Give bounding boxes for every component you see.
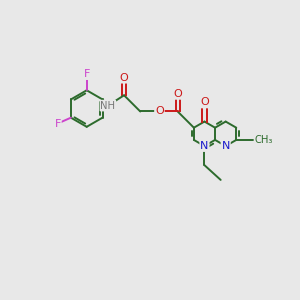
Text: O: O: [173, 89, 182, 99]
Text: O: O: [155, 106, 164, 116]
Text: N: N: [200, 141, 209, 151]
Text: F: F: [83, 69, 90, 79]
Text: F: F: [54, 118, 61, 129]
Text: CH₃: CH₃: [254, 135, 273, 145]
Text: O: O: [200, 98, 209, 107]
Text: O: O: [120, 73, 128, 82]
Text: NH: NH: [100, 100, 116, 111]
Text: N: N: [221, 141, 230, 151]
